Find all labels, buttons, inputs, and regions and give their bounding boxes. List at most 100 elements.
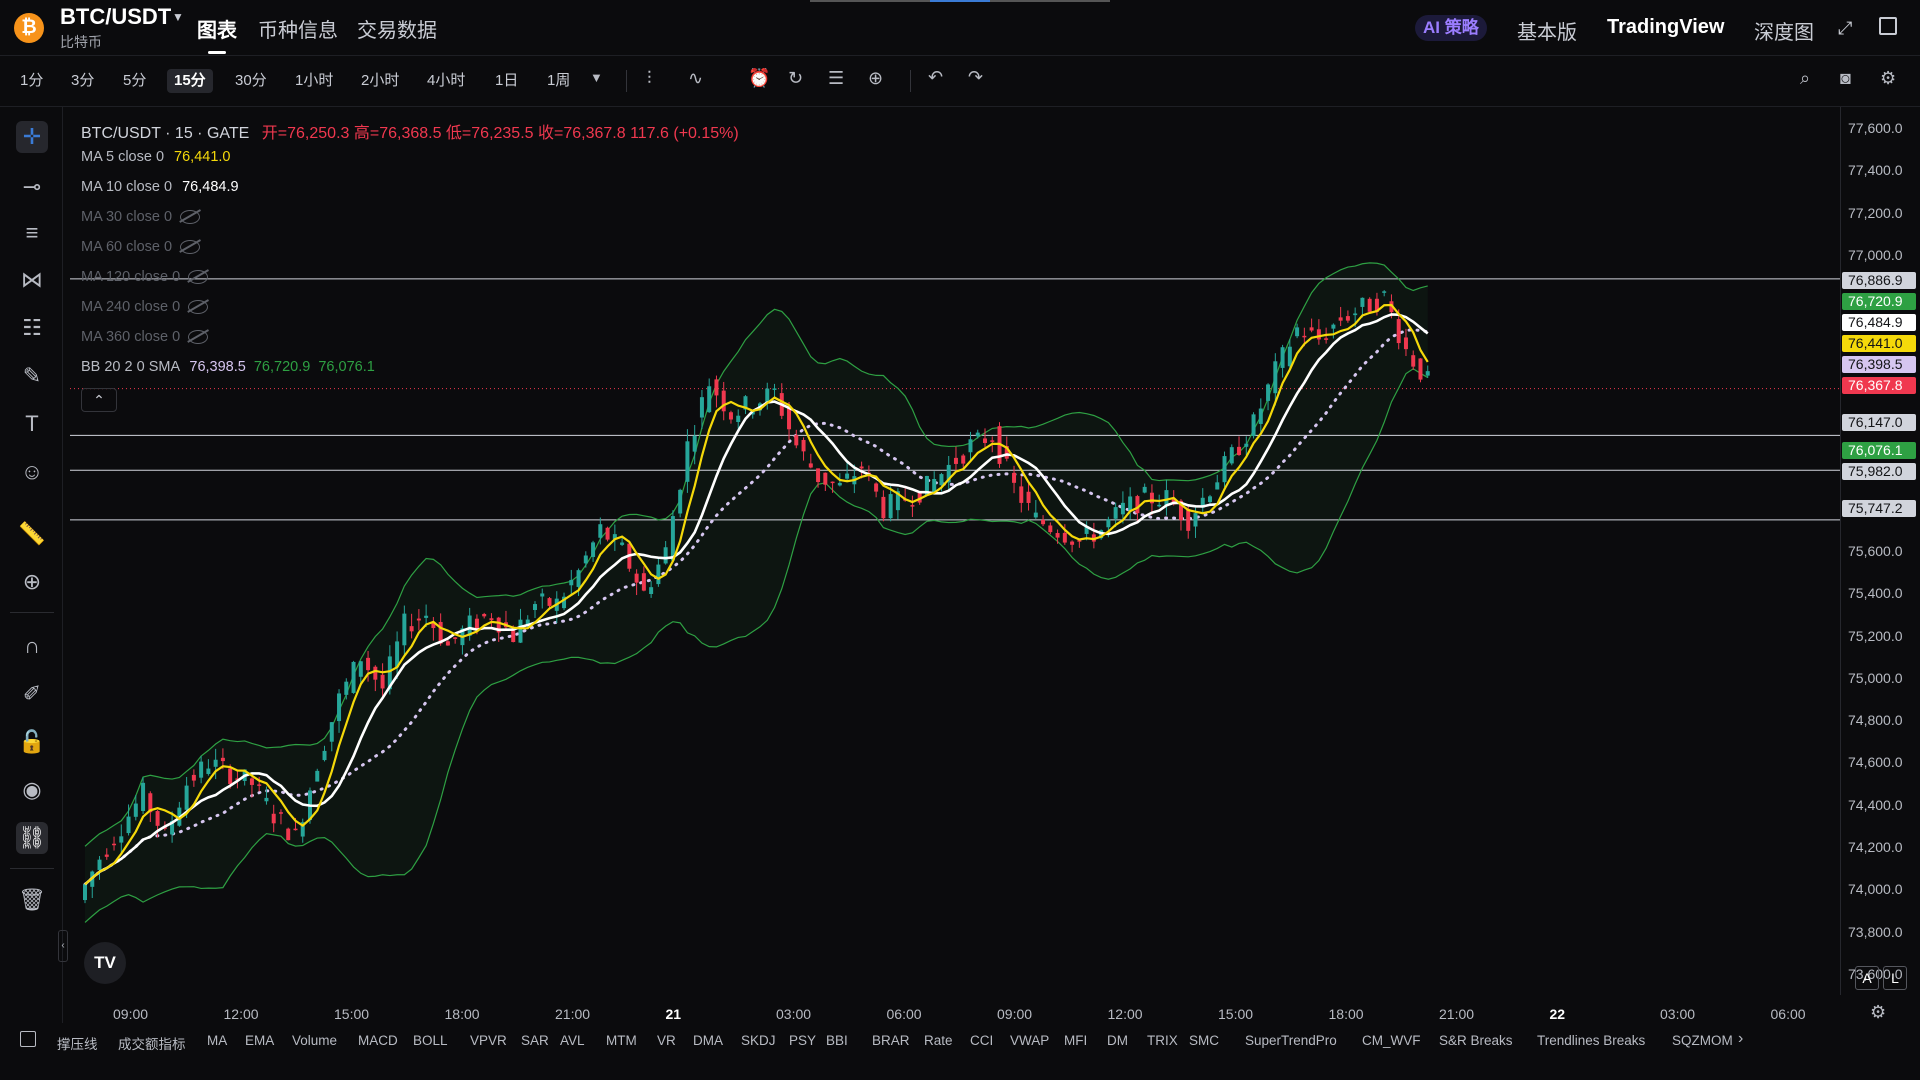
indicator-9[interactable]: AVL: [560, 1033, 585, 1048]
expand-icon[interactable]: ⤢: [1838, 18, 1853, 38]
indicator-26[interactable]: S&R Breaks: [1439, 1033, 1513, 1048]
timeframe-1m[interactable]: 1分: [20, 72, 44, 89]
trend-line-icon[interactable]: ⊸: [22, 174, 42, 199]
legend-ma5[interactable]: MA 5 close 0 76,441.0: [81, 149, 231, 165]
indicator-8[interactable]: SAR: [521, 1033, 549, 1048]
ruler-icon[interactable]: 📏: [18, 521, 46, 546]
indicator-25[interactable]: CM_WVF: [1362, 1033, 1421, 1048]
depth-chart-link[interactable]: 深度图: [1754, 22, 1814, 44]
indicator-21[interactable]: DM: [1107, 1033, 1128, 1048]
horizontal-lines-icon[interactable]: ≡: [25, 220, 39, 245]
camera-icon[interactable]: ◙: [1840, 68, 1851, 88]
legend-ma120[interactable]: MA 120 close 0: [81, 269, 209, 285]
hidden-eye-icon[interactable]: [188, 330, 209, 345]
indicator-10[interactable]: MTM: [606, 1033, 637, 1048]
pattern-icon[interactable]: ⋈: [21, 267, 43, 292]
calendar-icon[interactable]: [20, 1031, 36, 1047]
undo-icon[interactable]: ↶: [928, 67, 944, 87]
indicator-24[interactable]: SuperTrendPro: [1245, 1033, 1337, 1048]
lock-drawing-icon[interactable]: ✐: [22, 681, 42, 706]
legend-bb[interactable]: BB 20 2 0 SMA 76,398.5 76,720.9 76,076.1: [81, 359, 375, 375]
timeframe-5m[interactable]: 5分: [123, 72, 147, 89]
tradingview-logo-icon[interactable]: TV: [84, 942, 126, 984]
indicator-18[interactable]: CCI: [970, 1033, 994, 1048]
emoji-icon[interactable]: ☺: [20, 459, 44, 484]
add-icon[interactable]: ⊕: [868, 68, 884, 88]
basic-view-link[interactable]: 基本版: [1517, 22, 1577, 44]
axis-settings-icon[interactable]: ⚙: [1870, 1002, 1887, 1022]
timeframe-15m[interactable]: 15分: [167, 69, 213, 93]
indicator-27[interactable]: Trendlines Breaks: [1537, 1033, 1646, 1048]
timeframe-30m[interactable]: 30分: [235, 72, 267, 89]
alert-icon[interactable]: ⏰: [748, 68, 771, 88]
timeframe-1h[interactable]: 1小时: [295, 72, 334, 89]
tab-chart[interactable]: 图表: [197, 20, 237, 42]
timeframe-2h[interactable]: 2小时: [361, 72, 400, 89]
link-icon[interactable]: ⛓: [16, 822, 48, 854]
indicator-7[interactable]: VPVR: [470, 1033, 507, 1048]
tab-coin-info[interactable]: 币种信息: [258, 20, 338, 42]
caret-down-icon[interactable]: ▼: [172, 10, 184, 24]
auto-scale-button[interactable]: A: [1855, 966, 1879, 990]
candle-type-icon[interactable]: ⫶: [647, 68, 652, 88]
indicator-22[interactable]: TRIX: [1147, 1033, 1178, 1048]
redo-icon[interactable]: ↷: [968, 67, 984, 87]
indicator-2[interactable]: MA: [207, 1033, 228, 1048]
price-axis[interactable]: [1840, 107, 1920, 995]
indicator-13[interactable]: SKDJ: [741, 1033, 776, 1048]
hidden-eye-icon[interactable]: [180, 240, 201, 255]
tab-trade-data[interactable]: 交易数据: [357, 20, 437, 42]
timeframe-4h[interactable]: 4小时: [427, 72, 466, 89]
symbol-selector[interactable]: BTC/USDT: [60, 4, 172, 29]
hidden-eye-icon[interactable]: [180, 210, 201, 225]
tradingview-link[interactable]: TradingView: [1607, 16, 1725, 38]
indicator-19[interactable]: VWAP: [1010, 1033, 1050, 1048]
candlestick-chart[interactable]: [70, 107, 1840, 995]
indicator-28[interactable]: SQZMOM: [1672, 1033, 1733, 1048]
search-icon[interactable]: ⌕: [1800, 68, 1811, 88]
indicators-icon[interactable]: ∿: [688, 68, 704, 88]
indicator-12[interactable]: DMA: [693, 1033, 723, 1048]
legend-ma360[interactable]: MA 360 close 0: [81, 329, 209, 345]
fullscreen-icon[interactable]: [1879, 17, 1897, 35]
indicator-6[interactable]: BOLL: [413, 1033, 448, 1048]
collapse-legend-button[interactable]: ⌃: [81, 388, 117, 412]
indicator-14[interactable]: PSY: [789, 1033, 817, 1048]
brush-icon[interactable]: ✎: [22, 363, 42, 388]
log-scale-button[interactable]: L: [1883, 966, 1907, 990]
indicator-20[interactable]: MFI: [1064, 1033, 1088, 1048]
indicator-15[interactable]: BBI: [826, 1033, 848, 1048]
chevron-right-icon[interactable]: ›: [1738, 1030, 1744, 1047]
timeframe-dropdown-icon[interactable]: ▼: [590, 70, 603, 85]
indicator-0[interactable]: 撑压线: [57, 1037, 98, 1052]
zoom-in-icon[interactable]: ⊕: [22, 569, 42, 594]
templates-icon[interactable]: ☰: [828, 68, 845, 88]
eye-icon[interactable]: ◉: [22, 777, 42, 802]
indicator-4[interactable]: Volume: [292, 1033, 338, 1048]
crosshair-icon[interactable]: ✛: [16, 121, 48, 153]
indicator-16[interactable]: BRAR: [872, 1033, 910, 1048]
legend-ma240[interactable]: MA 240 close 0: [81, 299, 209, 315]
ai-strategy-button[interactable]: AI 策略: [1415, 15, 1487, 41]
indicator-5[interactable]: MACD: [358, 1033, 398, 1048]
magnet-icon[interactable]: ∩: [24, 633, 40, 658]
timeframe-1w[interactable]: 1周: [547, 72, 571, 89]
text-icon[interactable]: T: [25, 411, 39, 436]
collapse-sidebar-icon[interactable]: ‹: [58, 930, 68, 962]
indicator-23[interactable]: SMC: [1189, 1033, 1219, 1048]
indicator-11[interactable]: VR: [657, 1033, 676, 1048]
lock-icon[interactable]: 🔓: [18, 729, 46, 754]
legend-ma10[interactable]: MA 10 close 0 76,484.9: [81, 179, 239, 195]
legend-ma60[interactable]: MA 60 close 0: [81, 239, 201, 255]
replay-icon[interactable]: ↻: [788, 68, 804, 88]
timeframe-3m[interactable]: 3分: [71, 72, 95, 89]
settings-icon[interactable]: ⚙: [1880, 68, 1897, 88]
legend-ma30[interactable]: MA 30 close 0: [81, 209, 201, 225]
indicator-1[interactable]: 成交额指标: [118, 1037, 186, 1052]
timeframe-1d[interactable]: 1日: [495, 72, 519, 89]
hidden-eye-icon[interactable]: [188, 270, 209, 285]
indicator-17[interactable]: Rate: [924, 1033, 953, 1048]
hidden-eye-icon[interactable]: [188, 300, 209, 315]
indicator-3[interactable]: EMA: [245, 1033, 275, 1048]
trash-icon[interactable]: 🗑: [18, 887, 46, 912]
